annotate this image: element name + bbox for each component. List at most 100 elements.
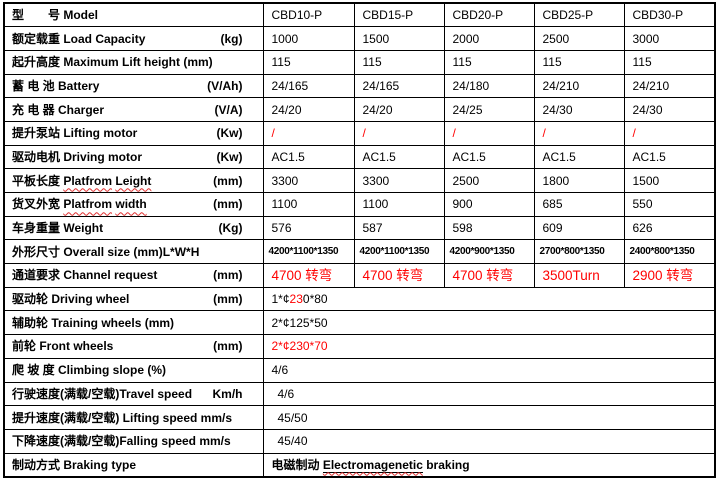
value-cell: 24/165	[262, 73, 355, 99]
spec-table: 型 号 Model CBD10-P CBD15-P CBD20-P CBD25-P CBD…	[3, 2, 716, 478]
value-cell: 2500	[443, 168, 535, 193]
cell-value: 576	[271, 221, 292, 236]
row-label-en: Climbing slope (%)	[58, 363, 167, 378]
row-label-text: 额定载重 Load Capacity	[12, 31, 146, 46]
value-segment: 23	[289, 292, 303, 307]
table-row: 提升泵站 Lifting motor (Kw) / / / / /	[3, 120, 716, 146]
merged-value-cell: 电磁制动 Electromagenetic braking	[262, 452, 716, 478]
cell-value: 24/25	[452, 102, 483, 117]
row-label-en: Driving motor	[63, 149, 143, 164]
row-label: 车身重量 Weight (Kg)	[5, 222, 262, 234]
cell-value: 2500	[542, 31, 570, 46]
header-row: 型 号 Model CBD10-P CBD15-P CBD20-P CBD25-P CBD…	[3, 2, 716, 28]
cell-value: 1100	[271, 197, 298, 212]
row-label: 前轮 Front wheels (mm)	[5, 339, 262, 354]
value-cell: 3300	[262, 168, 355, 193]
value-cell: 2400*800*1350	[623, 239, 716, 265]
row-label: 额定载重 Load Capacity (kg)	[5, 31, 262, 46]
cell-value: 4200*1100*1350	[268, 245, 339, 257]
cell-value: 4200*900*1350	[449, 245, 515, 257]
value-cell: AC1.5	[623, 144, 716, 170]
cell-value: 4700 转弯	[271, 267, 333, 283]
model-name: CBD15-P	[362, 8, 414, 23]
cell-value: AC1.5	[542, 149, 576, 164]
cell-value: 1500	[362, 31, 390, 46]
value-cell: 1500	[353, 26, 445, 51]
row-label: 货叉外宽 Platfrom width (mm)	[5, 197, 262, 212]
value-cell: AC1.5	[262, 144, 355, 170]
value-cell: AC1.5	[533, 144, 625, 170]
cell-value: 115	[542, 55, 562, 70]
value-cell: 1800	[533, 168, 625, 193]
table-row: 货叉外宽 Platfrom width (mm) 1100 1100 900 685 550	[3, 192, 716, 217]
row-label-cell: 外形尺寸 Overall size (mm)L*W*H	[3, 239, 264, 265]
row-label: 提升泵站 Lifting motor (Kw)	[5, 126, 262, 141]
row-label-text: 蓄 电 池 Battery	[12, 78, 100, 93]
row-label-cell: 行驶速度(满载/空载)Travel speed Km/h	[3, 381, 264, 407]
misspelled-word: Leight	[115, 173, 152, 188]
row-label-text: 驱动轮 Driving wheel	[12, 292, 130, 307]
cell-value: 2700*800*1350	[539, 245, 605, 257]
cell-value: 115	[452, 55, 472, 70]
cell-value: 24/30	[632, 102, 663, 117]
row-label-text: 辅助轮 Training wheels (mm)	[12, 315, 175, 330]
row-label-en: Driving wheel	[51, 292, 130, 307]
misspelled-word: Platfrom	[63, 197, 113, 212]
model-name: CBD30-P	[632, 8, 684, 23]
row-label-cell: 辅助轮 Training wheels (mm)	[3, 310, 264, 336]
value-segment: 电磁制动	[271, 457, 323, 472]
row-unit: (mm)	[213, 173, 243, 188]
row-label-cell: 车身重量 Weight (Kg)	[3, 215, 264, 241]
value-cell: 1100	[353, 192, 445, 217]
cell-value: /	[271, 126, 275, 141]
row-label-en: Maximum Lift height (mm)	[63, 55, 213, 70]
table-row: 通道要求 Channel request (mm) 4700 转弯 4700 转弯 47…	[3, 263, 716, 288]
row-unit: (mm)	[213, 292, 243, 307]
table-row: 驱动轮 Driving wheel (mm) 1*¢230*80	[3, 286, 716, 312]
value-cell: 576	[262, 215, 355, 241]
cell-value: 609	[542, 221, 563, 236]
table-row: 车身重量 Weight (Kg) 576 587 598 609 626	[3, 215, 716, 241]
row-unit: (V/Ah)	[207, 78, 243, 93]
row-label-cell: 爬 坡 度 Climbing slope (%)	[3, 357, 264, 383]
value-cell: /	[443, 120, 535, 146]
value-cell: 24/20	[353, 97, 445, 122]
row-label-cell: 货叉外宽 Platfrom width (mm)	[3, 192, 264, 217]
row-unit: (kg)	[220, 31, 243, 46]
cell-value: 24/20	[362, 102, 393, 117]
row-label: 蓄 电 池 Battery (V/Ah)	[5, 78, 262, 93]
row-label-cell: 驱动电机 Driving motor (Kw)	[3, 144, 264, 170]
cell-value: 4700 转弯	[362, 267, 424, 283]
cell-value: 1800	[542, 173, 570, 188]
table-row: 充 电 器 Charger (V/A) 24/20 24/20 24/25 24/30 24…	[3, 97, 716, 122]
row-label-text: 制动方式 Braking type	[12, 457, 137, 472]
value-segment: 4/6	[271, 363, 289, 378]
cell-value: 电磁制动 Electromagenetic braking	[264, 457, 714, 473]
cell-value: 4/6	[264, 363, 714, 378]
cell-value: 4/6	[264, 388, 714, 400]
value-cell: 2000	[443, 26, 535, 51]
value-cell: 24/180	[443, 73, 535, 99]
cell-value: 24/165	[362, 78, 400, 93]
value-cell: /	[262, 120, 355, 146]
cell-value: 24/210	[632, 78, 670, 93]
cell-value: AC1.5	[632, 149, 666, 164]
row-label-en: Model	[63, 8, 99, 23]
merged-value-cell: 4/6	[262, 381, 716, 407]
value-cell: 115	[262, 49, 355, 75]
row-label-text: 平板长度 Platfrom Leight	[12, 173, 152, 188]
value-cell: 115	[623, 49, 716, 75]
misspelled-word: width	[115, 197, 147, 212]
row-label-text: 提升泵站 Lifting motor	[12, 126, 138, 141]
row-label: 辅助轮 Training wheels (mm)	[5, 315, 262, 330]
cell-value: 900	[452, 197, 473, 212]
table-row: 驱动电机 Driving motor (Kw) AC1.5 AC1.5 AC1.5 AC1…	[3, 144, 716, 170]
cell-value: /	[632, 126, 636, 141]
value-cell: 626	[623, 215, 716, 241]
row-unit: (mm)	[213, 339, 243, 354]
row-label-text: 外形尺寸 Overall size (mm)L*W*H	[12, 244, 200, 259]
table-row: 前轮 Front wheels (mm) 2*¢230*70	[3, 334, 716, 359]
row-unit: (mm)	[213, 197, 243, 212]
cell-value: 24/210	[542, 78, 580, 93]
row-label-text: 下降速度(满载/空载)Falling speed mm/s	[12, 434, 231, 449]
